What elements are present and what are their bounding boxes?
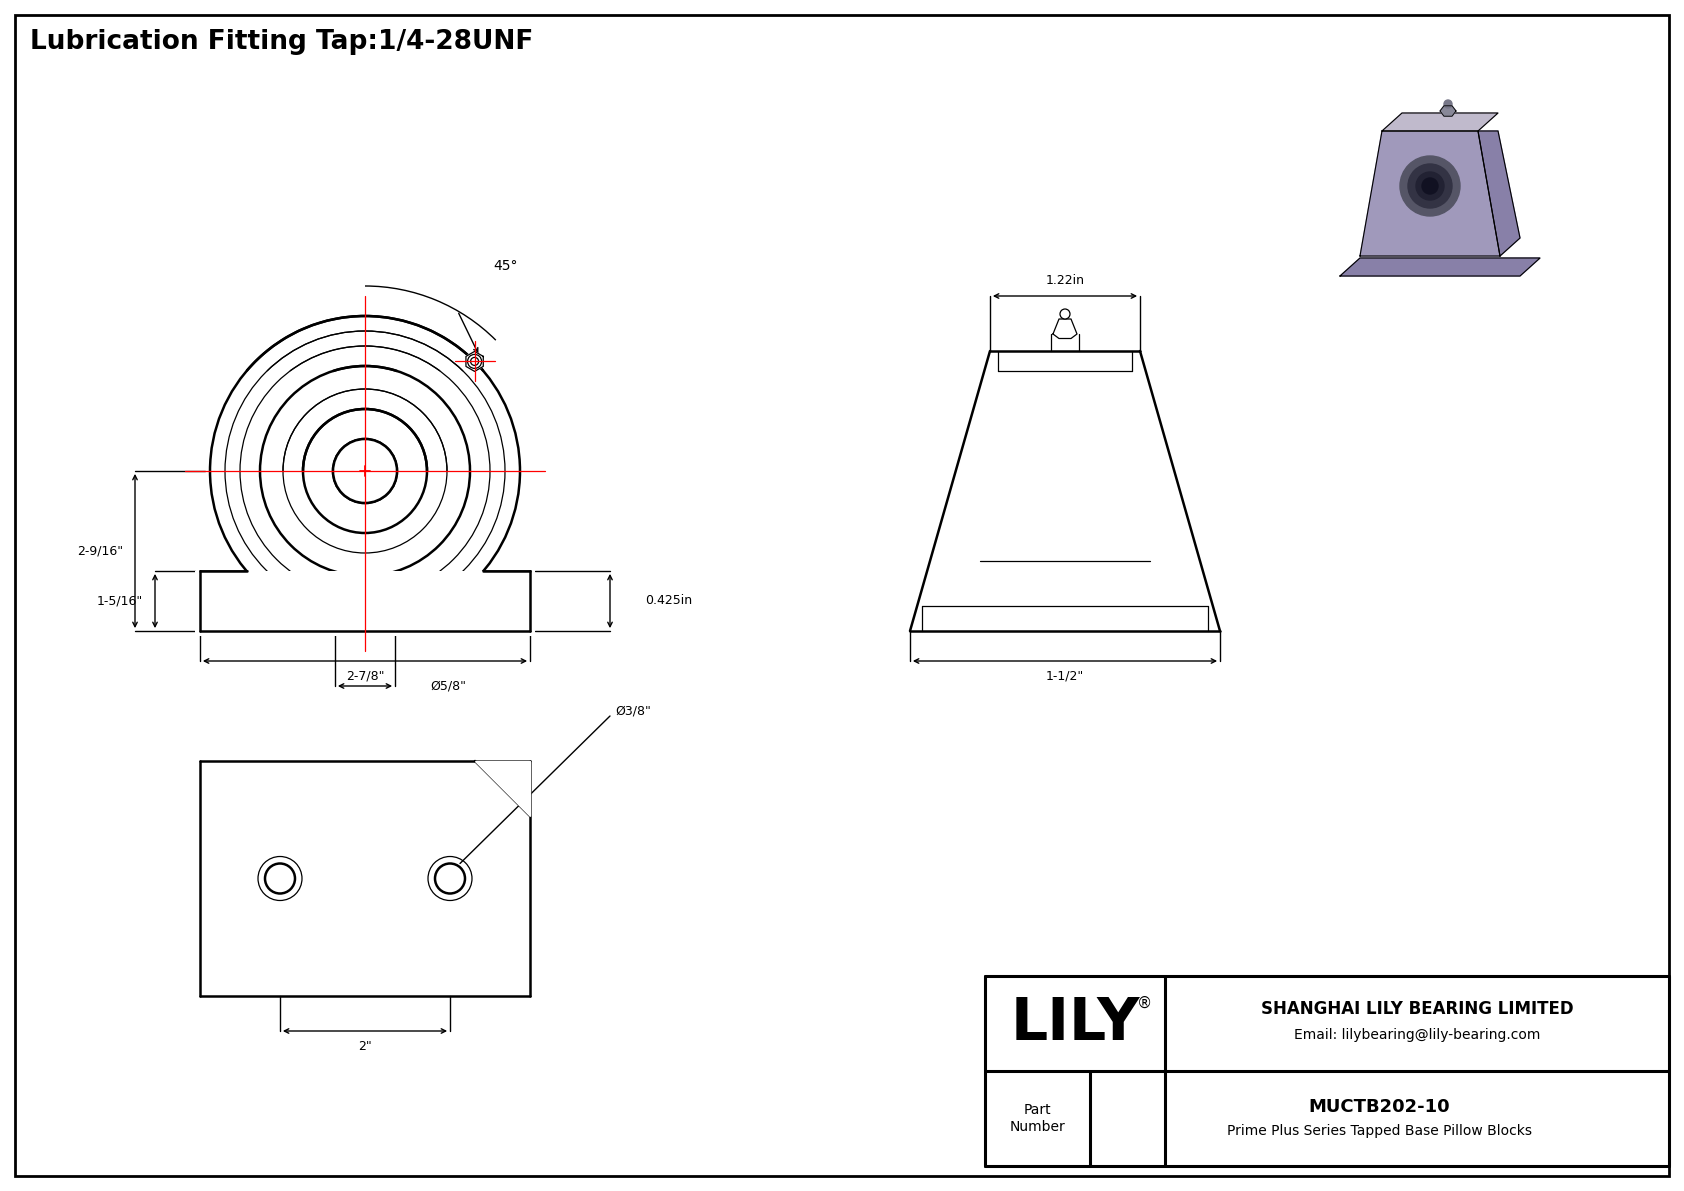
Circle shape [470, 357, 478, 366]
Circle shape [1421, 177, 1438, 194]
Circle shape [333, 439, 397, 503]
Bar [195, 570, 536, 636]
Text: Prime Plus Series Tapped Base Pillow Blocks: Prime Plus Series Tapped Base Pillow Blo… [1228, 1123, 1532, 1137]
Polygon shape [475, 761, 530, 816]
Text: Email: lilybearing@lily-bearing.com: Email: lilybearing@lily-bearing.com [1293, 1029, 1541, 1042]
Text: 45°: 45° [493, 258, 519, 273]
Text: 2-7/8": 2-7/8" [345, 669, 384, 682]
Text: ®: ® [1137, 996, 1152, 1011]
Text: 2": 2" [359, 1040, 372, 1053]
Circle shape [1416, 172, 1443, 200]
Polygon shape [1479, 131, 1521, 256]
Polygon shape [1340, 258, 1539, 276]
Text: 2-9/16": 2-9/16" [77, 544, 123, 557]
Circle shape [1443, 100, 1452, 108]
Text: MUCTB202-10: MUCTB202-10 [1308, 1097, 1450, 1116]
Text: Ø5/8": Ø5/8" [429, 680, 466, 692]
Text: Ø3/8": Ø3/8" [615, 705, 652, 717]
Polygon shape [1383, 113, 1499, 131]
Text: Lubrication Fitting Tap:1/4-28UNF: Lubrication Fitting Tap:1/4-28UNF [30, 29, 534, 55]
Circle shape [1059, 308, 1069, 319]
Text: 1.22in: 1.22in [1046, 274, 1084, 287]
Text: SHANGHAI LILY BEARING LIMITED: SHANGHAI LILY BEARING LIMITED [1261, 1000, 1573, 1018]
Polygon shape [1361, 131, 1500, 256]
Text: Part
Number: Part Number [1010, 1103, 1066, 1134]
Polygon shape [466, 351, 483, 372]
Text: 0.425in: 0.425in [645, 594, 692, 607]
Polygon shape [1440, 106, 1457, 117]
Circle shape [1399, 156, 1460, 216]
Polygon shape [1052, 319, 1078, 338]
Circle shape [1408, 164, 1452, 208]
Text: 1-5/16": 1-5/16" [96, 594, 143, 607]
Text: LILY: LILY [1010, 994, 1140, 1052]
Text: 1-1/2": 1-1/2" [1046, 669, 1084, 682]
